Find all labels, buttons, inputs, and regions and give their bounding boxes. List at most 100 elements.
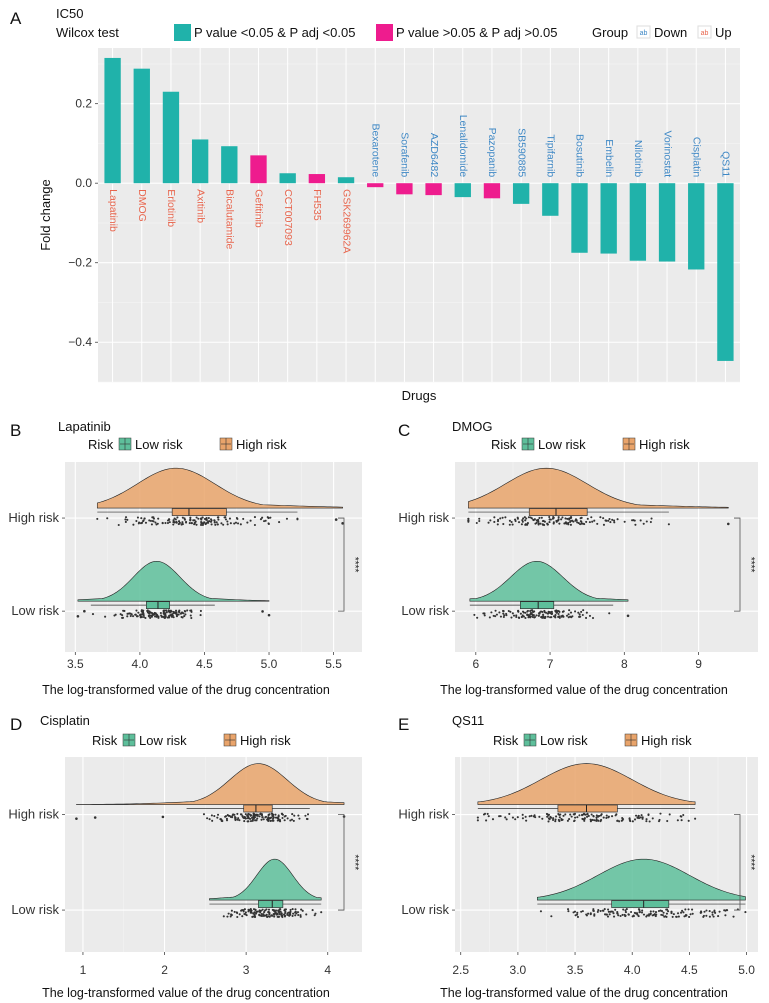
point-low [576, 913, 579, 916]
point-high [304, 814, 307, 817]
point-high [590, 813, 593, 816]
outlier-high [93, 816, 97, 819]
point-low [705, 914, 708, 917]
point-low [555, 609, 559, 613]
point-low [519, 612, 522, 615]
point-low [305, 913, 308, 916]
point-low [311, 909, 314, 912]
point-high [270, 816, 273, 819]
point-low [505, 612, 508, 615]
bar-label-azd6482: AZD6482 [428, 133, 440, 178]
point-high [306, 813, 310, 816]
point-high [207, 521, 210, 524]
point-low [558, 610, 561, 613]
point-low [630, 910, 633, 914]
point-high [222, 523, 225, 526]
point-high [259, 812, 262, 815]
point-low [502, 612, 505, 615]
point-low [576, 915, 580, 919]
point-high [475, 521, 478, 525]
point-high [136, 516, 139, 519]
point-high [289, 819, 292, 822]
point-low [521, 614, 524, 617]
point-high [172, 523, 175, 526]
point-high [569, 516, 573, 519]
point-high [593, 819, 596, 822]
point-low [515, 614, 518, 617]
bar-label-cct007093: CCT007093 [282, 189, 294, 246]
point-low [284, 908, 288, 911]
point-high [166, 522, 170, 525]
point-high [476, 816, 479, 819]
point-low [606, 915, 610, 918]
point-high [535, 521, 538, 524]
point-high [522, 517, 525, 520]
point-high [258, 815, 261, 818]
point-low [592, 909, 595, 912]
point-high [536, 519, 539, 522]
point-high [193, 521, 196, 524]
point-low [282, 913, 286, 916]
x-tick-label: 3.5 [67, 657, 84, 671]
bar-bicalutamide [221, 146, 238, 184]
point-low [502, 615, 505, 619]
point-low [589, 912, 592, 915]
point-low [272, 909, 275, 912]
bar-label-embelin: Embelin [603, 139, 615, 177]
x-tick-label: 3.0 [510, 963, 527, 977]
point-low [550, 610, 553, 613]
point-low [603, 913, 607, 916]
point-low [688, 915, 691, 919]
legend-a: Wilcox test P value <0.05 & P adj <0.05 P … [56, 24, 732, 41]
point-high [589, 818, 592, 821]
point-high [588, 521, 591, 524]
point-high [555, 815, 558, 818]
point-low [190, 616, 193, 620]
point-high [598, 814, 601, 818]
point-low [299, 915, 302, 918]
point-low [532, 614, 535, 617]
point-high [223, 516, 226, 519]
point-high [220, 819, 223, 822]
point-high [538, 516, 541, 520]
point-high [124, 520, 127, 524]
point-high [195, 516, 198, 519]
x-tick-label: 5.0 [738, 963, 755, 977]
point-high [546, 523, 549, 526]
point-high [226, 520, 229, 523]
point-low [512, 614, 516, 617]
point-low [682, 911, 685, 914]
point-high [570, 815, 573, 818]
point-low [119, 613, 122, 616]
point-low [542, 615, 545, 618]
point-high [236, 522, 240, 525]
point-high [528, 815, 531, 818]
point-low [569, 615, 572, 618]
point-low [677, 915, 680, 918]
point-high [236, 812, 239, 815]
point-low [651, 914, 654, 917]
point-low [621, 913, 624, 916]
point-high [592, 815, 595, 818]
point-high [242, 817, 246, 820]
x-tick-label: 4 [324, 963, 331, 977]
point-high [541, 817, 544, 820]
point-high [645, 820, 648, 823]
point-high [527, 516, 530, 519]
point-low [732, 915, 735, 918]
point-high [555, 519, 558, 522]
point-high [192, 519, 195, 522]
point-low [607, 910, 610, 913]
point-high [209, 518, 213, 521]
point-low [574, 610, 577, 613]
point-high [226, 523, 229, 526]
point-high [569, 813, 572, 816]
point-high [185, 520, 188, 523]
point-low [229, 915, 232, 918]
point-low [277, 909, 280, 912]
point-low [624, 911, 627, 914]
legend-title-test: Wilcox test [56, 25, 119, 40]
point-low [585, 611, 588, 614]
point-high [604, 519, 607, 522]
point-high [543, 520, 546, 523]
